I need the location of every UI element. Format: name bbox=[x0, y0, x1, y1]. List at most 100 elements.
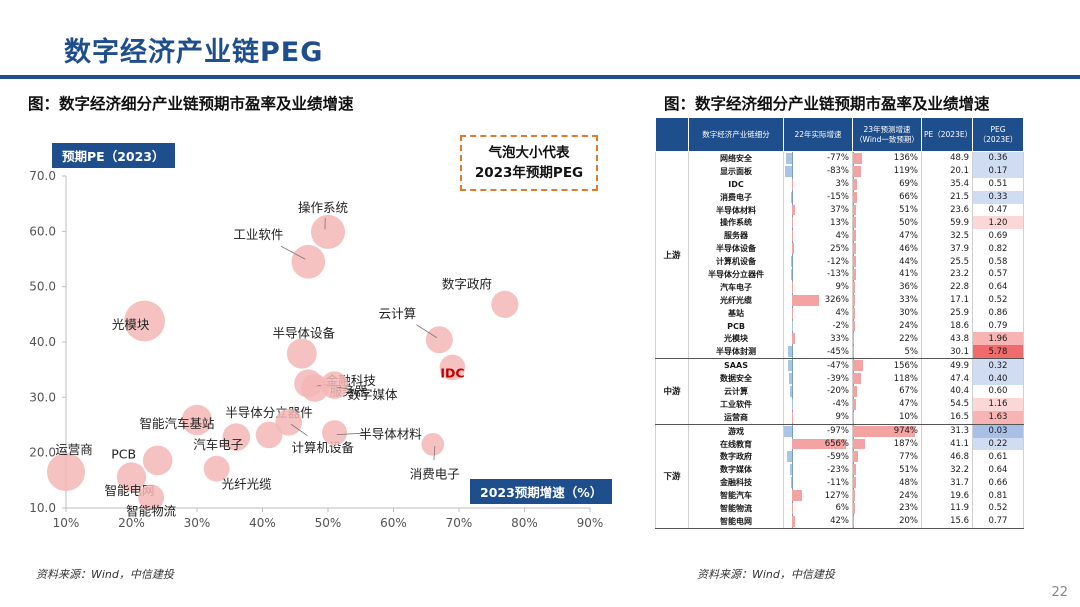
bar-value: 69% bbox=[899, 179, 918, 190]
bubble-label: 运营商 bbox=[55, 442, 93, 457]
bubble-label: 操作系统 bbox=[298, 200, 348, 215]
table-cell-g23: 77% bbox=[852, 450, 922, 464]
bar-value: 3% bbox=[835, 179, 850, 190]
table-cell-name: 光模块 bbox=[688, 332, 784, 346]
table-cell-g22: -23% bbox=[783, 463, 853, 477]
table-cell-g23: 23% bbox=[852, 502, 922, 515]
table-cell-peg: 0.61 bbox=[972, 450, 1024, 464]
table-header-row: 数字经济产业链细分 22年实际增速 23年预测增速（Wind一致预期） PE（2… bbox=[655, 117, 1024, 152]
bubble-label: PCB bbox=[111, 446, 136, 461]
bar-value: 656% bbox=[824, 439, 849, 450]
bubble-leader-line bbox=[416, 324, 438, 339]
bar-fill bbox=[853, 515, 855, 527]
bar-fill bbox=[791, 438, 846, 450]
table-cell-pe: 37.9 bbox=[921, 242, 973, 256]
table-row: 光模块 33% 22% 43.8 1.96 bbox=[656, 332, 1024, 346]
x-tick-label: 60% bbox=[380, 516, 407, 530]
bar-value: 156% bbox=[893, 360, 918, 371]
table-cell-name: IDC bbox=[688, 177, 784, 191]
table-cell-name: 光纤光缆 bbox=[688, 293, 784, 307]
bubble-point bbox=[46, 452, 86, 492]
bar-fill bbox=[853, 360, 863, 372]
bar-fill bbox=[853, 477, 857, 489]
table-cell-name: 智能物流 bbox=[688, 502, 784, 515]
table-cell-g22: 13% bbox=[783, 216, 853, 230]
bubble-leader-line bbox=[336, 432, 366, 436]
bar-fill bbox=[788, 346, 792, 358]
bubble-point bbox=[116, 462, 147, 492]
table-cell-peg: 0.52 bbox=[972, 502, 1024, 515]
table-header-g23: 23年预测增速（Wind一致预期） bbox=[852, 117, 922, 152]
table-cell-pe: 15.6 bbox=[921, 514, 973, 529]
bubble-point bbox=[255, 421, 283, 449]
bubble-label: 数字媒体 bbox=[348, 387, 399, 402]
bar-value: -4% bbox=[832, 399, 849, 410]
title-rule bbox=[0, 75, 1080, 79]
bar-value: 37% bbox=[830, 205, 849, 215]
bar-value: 33% bbox=[899, 295, 918, 306]
table-cell-g22: -47% bbox=[783, 358, 853, 373]
x-tick-label: 20% bbox=[118, 516, 145, 530]
table-cell-pe: 23.6 bbox=[921, 203, 973, 217]
bar-axis bbox=[791, 476, 793, 490]
bar-fill bbox=[853, 204, 857, 216]
bar-fill bbox=[853, 438, 865, 450]
bar-fill bbox=[791, 204, 796, 216]
table-cell-g23: 33% bbox=[852, 293, 922, 307]
bubble-point bbox=[286, 338, 317, 369]
table-cell-peg: 0.52 bbox=[972, 293, 1024, 307]
table-cell-name: 服务器 bbox=[688, 229, 784, 243]
table-cell-g23: 51% bbox=[852, 463, 922, 477]
bar-value: 22% bbox=[899, 333, 918, 344]
table-cell-g23: 187% bbox=[852, 437, 922, 451]
table-cell-g23: 156% bbox=[852, 358, 922, 373]
table-cell-g22: -77% bbox=[783, 151, 853, 165]
bar-axis bbox=[791, 306, 793, 320]
bar-value: 6% bbox=[835, 503, 850, 514]
bar-value: 5% bbox=[904, 346, 919, 357]
bar-fill bbox=[784, 425, 792, 437]
table-row: IDC 3% 69% 35.4 0.51 bbox=[656, 177, 1024, 191]
table-row: 智能电网 42% 20% 15.6 0.77 bbox=[656, 514, 1024, 529]
table-segment-label: 下游 bbox=[655, 423, 689, 529]
table-cell-g23: 118% bbox=[852, 372, 922, 386]
bar-axis bbox=[791, 255, 793, 269]
bar-fill bbox=[853, 153, 862, 164]
bar-fill bbox=[790, 256, 792, 268]
table-segment-label: 中游 bbox=[655, 358, 689, 425]
bubble-leader-line bbox=[280, 245, 306, 260]
table-cell-peg: 0.79 bbox=[972, 319, 1024, 333]
bubble-point bbox=[124, 300, 165, 342]
table-cell-g23: 66% bbox=[852, 190, 922, 204]
bar-fill bbox=[853, 451, 858, 463]
bar-axis bbox=[791, 190, 793, 204]
table-cell-g22: -11% bbox=[783, 476, 853, 490]
table-cell-g23: 24% bbox=[852, 319, 922, 333]
table-header-g22: 22年实际增速 bbox=[783, 117, 853, 152]
table-cell-pe: 18.6 bbox=[921, 319, 973, 333]
table-cell-name: 云计算 bbox=[688, 385, 784, 398]
x-tick-label: 50% bbox=[315, 516, 342, 530]
table-cell-g23: 44% bbox=[852, 255, 922, 269]
table-cell-pe: 22.8 bbox=[921, 280, 973, 294]
bar-fill bbox=[791, 243, 795, 255]
table-header-pe: PE（2023E） bbox=[921, 117, 973, 152]
table-row: 操作系统 13% 50% 59.9 1.20 bbox=[656, 216, 1024, 230]
table-cell-g23: 22% bbox=[852, 332, 922, 346]
table-row: PCB -2% 24% 18.6 0.79 bbox=[656, 319, 1024, 333]
bubble-label: 汽车电子 bbox=[193, 437, 243, 452]
left-figure-caption: 图：数字经济细分产业链预期市盈率及业绩增速 bbox=[28, 95, 354, 113]
bubble-label: 数字政府 bbox=[442, 276, 492, 291]
table-cell-g23: 10% bbox=[852, 410, 922, 425]
bar-value: 20% bbox=[899, 516, 918, 527]
table-cell-g22: -39% bbox=[783, 372, 853, 386]
bar-value: -12% bbox=[827, 256, 849, 267]
bar-value: 36% bbox=[899, 282, 918, 293]
bar-fill bbox=[853, 386, 858, 397]
table-cell-g22: 127% bbox=[783, 489, 853, 503]
table-cell-peg: 0.64 bbox=[972, 280, 1024, 294]
bar-value: 51% bbox=[899, 464, 918, 475]
bar-fill bbox=[853, 425, 915, 437]
table-cell-peg: 0.51 bbox=[972, 177, 1024, 191]
bubble-point bbox=[291, 244, 326, 279]
